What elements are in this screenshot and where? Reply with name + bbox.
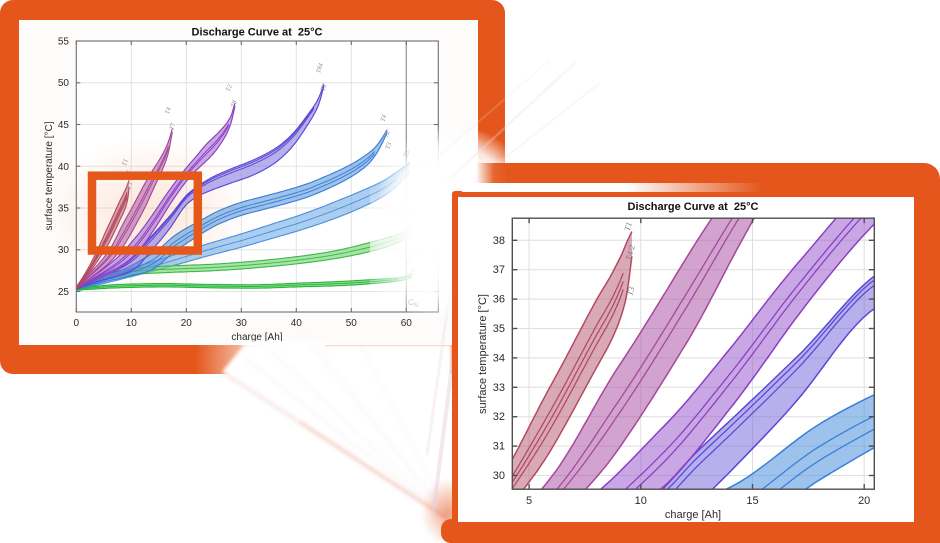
svg-text:37: 37 — [493, 264, 505, 276]
svg-text:T1: T1 — [121, 158, 130, 167]
svg-text:33: 33 — [493, 382, 505, 394]
svg-text:T8: T8 — [230, 99, 239, 108]
svg-text:15: 15 — [746, 495, 758, 507]
svg-text:surface temperature [°C]: surface temperature [°C] — [477, 294, 489, 414]
svg-text:50: 50 — [346, 318, 358, 329]
svg-text:T7: T7 — [168, 122, 177, 131]
svg-text:38: 38 — [493, 235, 505, 247]
svg-text:0: 0 — [74, 318, 80, 329]
svg-text:T3: T3 — [125, 181, 134, 190]
svg-text:40: 40 — [58, 162, 70, 173]
svg-text:40: 40 — [291, 318, 303, 329]
svg-text:T1: T1 — [622, 221, 634, 232]
svg-text:20: 20 — [181, 318, 193, 329]
svg-text:T3: T3 — [625, 285, 637, 296]
svg-text:55: 55 — [58, 37, 70, 48]
svg-text:charge [Ah]: charge [Ah] — [231, 332, 282, 343]
svg-text:32: 32 — [493, 411, 505, 423]
svg-text:charge [Ah]: charge [Ah] — [665, 509, 721, 521]
svg-text:30: 30 — [58, 245, 70, 256]
svg-text:surface temperature [°C]: surface temperature [°C] — [44, 121, 55, 230]
svg-text:36: 36 — [493, 294, 505, 306]
svg-text:T4: T4 — [380, 113, 389, 122]
svg-text:31: 31 — [493, 441, 505, 453]
svg-text:T2: T2 — [225, 83, 234, 92]
svg-text:35: 35 — [58, 204, 70, 215]
svg-text:30: 30 — [236, 318, 248, 329]
svg-text:10: 10 — [126, 318, 138, 329]
svg-text:20: 20 — [858, 495, 870, 507]
svg-text:5: 5 — [526, 495, 532, 507]
svg-text:Discharge Curve at 25°C: Discharge Curve at 25°C — [628, 201, 759, 213]
svg-text:30: 30 — [493, 470, 505, 482]
svg-text:35: 35 — [493, 323, 505, 335]
svg-text:Discharge Curve at 25°C: Discharge Curve at 25°C — [192, 27, 323, 39]
svg-text:25: 25 — [58, 287, 70, 298]
svg-text:T2: T2 — [320, 82, 329, 91]
svg-text:T4/2: T4/2 — [623, 243, 637, 261]
svg-text:34: 34 — [493, 352, 505, 364]
svg-text:10: 10 — [635, 495, 647, 507]
svg-text:50: 50 — [58, 78, 70, 89]
svg-text:45: 45 — [58, 120, 70, 131]
svg-text:T84: T84 — [315, 62, 325, 74]
svg-text:T4: T4 — [164, 106, 173, 115]
